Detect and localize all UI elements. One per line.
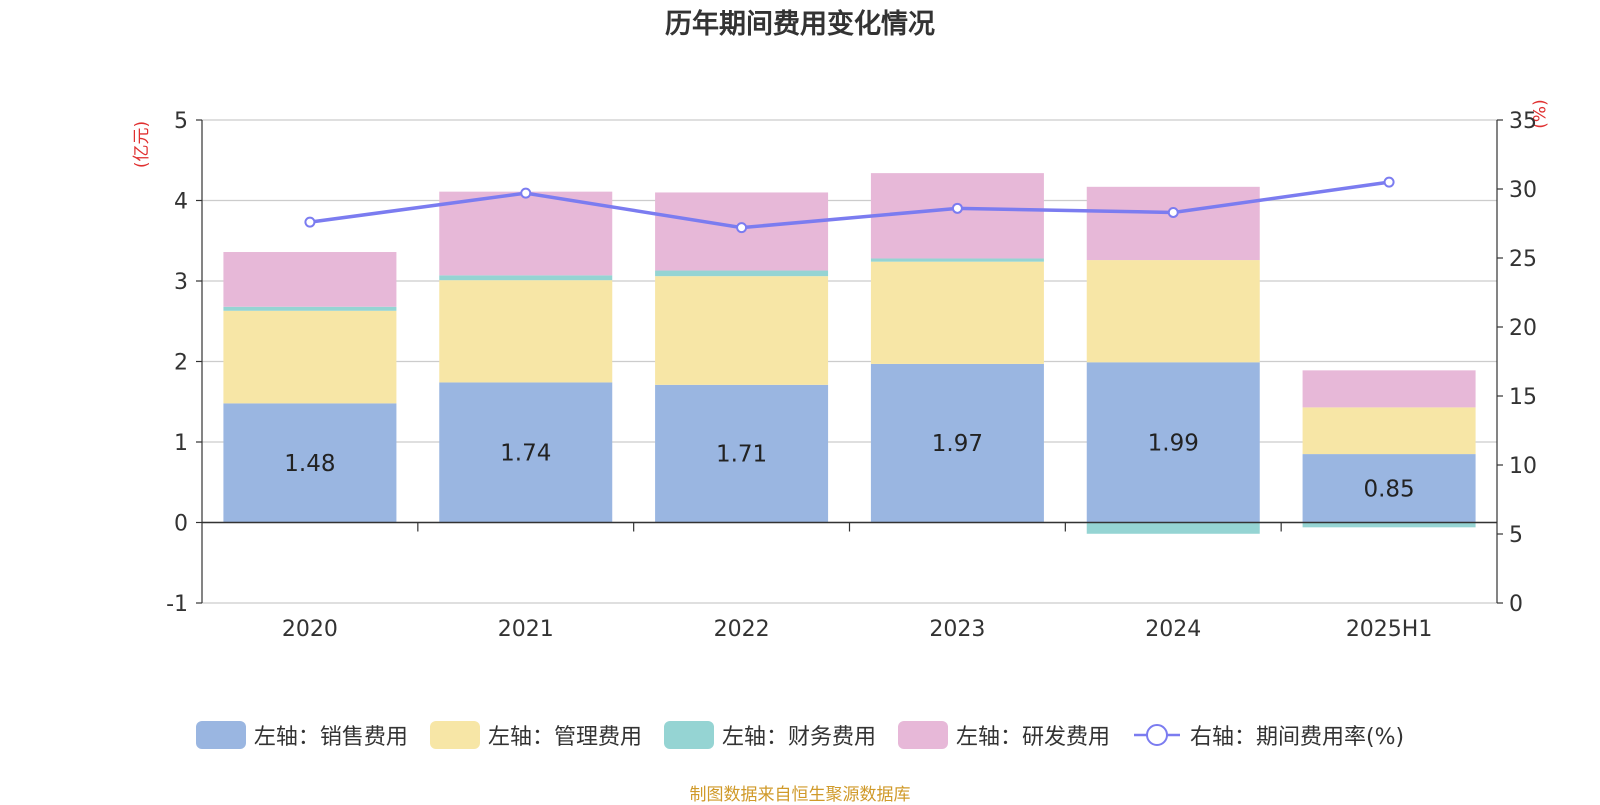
legend-label: 左轴：销售费用 [253, 725, 408, 750]
legend-swatch [663, 721, 714, 749]
left-axis-tick-label: 3 [174, 270, 188, 295]
bar-segment [1302, 407, 1476, 455]
bar-value-label: 1.97 [932, 431, 983, 457]
bar-segment [439, 280, 613, 383]
legend-line-marker-icon [1133, 724, 1180, 746]
left-axis-tick-label: 1 [174, 431, 188, 456]
x-axis-category-label: 2021 [498, 617, 554, 642]
bar-segment [1086, 522, 1260, 534]
legend-item[interactable]: 左轴：管理费用 [429, 719, 642, 751]
rate-point [951, 202, 963, 214]
rate-point [736, 222, 748, 234]
rate-point [1167, 206, 1179, 218]
legend-item[interactable]: 右轴：期间费用率(%) [1132, 719, 1404, 751]
x-axis-category-label: 2025H1 [1346, 617, 1433, 642]
bar-segment [655, 384, 829, 523]
legend-item[interactable]: 左轴：财务费用 [663, 719, 876, 751]
bar-value-label: 0.85 [1363, 476, 1414, 502]
bar-segment [655, 270, 829, 277]
legend-item[interactable]: 左轴：研发费用 [897, 719, 1110, 751]
right-axis-tick-label: 35 [1509, 109, 1537, 134]
bar-segment [870, 173, 1044, 259]
bar-segment [1086, 362, 1260, 523]
right-axis-tick-label: 10 [1509, 454, 1537, 479]
legend-label: 左轴：财务费用 [721, 725, 876, 750]
bar-segment [1302, 370, 1476, 408]
bar-segment [223, 403, 397, 523]
right-axis-tick-label: 5 [1509, 523, 1523, 548]
rate-point [1383, 176, 1395, 188]
rate-point [304, 216, 316, 228]
left-axis-tick-label: -1 [166, 592, 188, 617]
right-axis-tick-label: 30 [1509, 178, 1537, 203]
bar-value-label: 1.71 [716, 442, 767, 468]
legend-label: 左轴：管理费用 [487, 725, 642, 750]
left-axis-tick-label: 2 [174, 351, 188, 376]
bar-segment [1302, 522, 1476, 528]
rate-point [520, 187, 532, 199]
x-axis-category-label: 2023 [929, 617, 985, 642]
bar-segment [655, 276, 829, 385]
data-source-note: 制图数据来自恒生聚源数据库 [689, 785, 911, 805]
bar-segment [223, 252, 397, 307]
bar-segment [870, 363, 1044, 523]
x-axis-category-label: 2022 [714, 617, 770, 642]
bar-segment [439, 382, 613, 523]
left-axis-tick-label: 4 [174, 190, 188, 215]
bar-segment [223, 310, 397, 404]
right-axis-tick-label: 15 [1509, 385, 1537, 410]
bar-segment [1086, 186, 1260, 261]
legend-swatch [429, 721, 480, 749]
legend-item[interactable]: 左轴：销售费用 [195, 719, 408, 751]
legend: 左轴：销售费用 左轴：管理费用 左轴：财务费用 左轴：研发费用 右轴：期间费用率(%) [0, 719, 1600, 751]
x-axis-category-label: 2020 [282, 617, 338, 642]
bar-segment [870, 258, 1044, 262]
rate-line [309, 180, 1390, 230]
bar-segment [223, 306, 397, 311]
bar-segment [1302, 454, 1476, 523]
left-axis-tick-label: 5 [174, 109, 188, 134]
bar-segment [1086, 260, 1260, 363]
bar-segment [439, 275, 613, 281]
bar-segment [870, 261, 1044, 364]
bar-segment [439, 191, 613, 276]
legend-swatch [195, 721, 246, 749]
chart-title: 历年期间费用变化情况 [665, 9, 935, 40]
legend-label: 右轴：期间费用率(%) [1189, 725, 1405, 750]
legend-swatch [897, 721, 948, 749]
right-axis-tick-label: 25 [1509, 247, 1537, 272]
x-axis-category-label: 2024 [1145, 617, 1201, 642]
right-axis-tick-label: 0 [1509, 592, 1523, 617]
bar-value-label: 1.74 [500, 440, 551, 466]
left-axis-tick-label: 0 [174, 512, 188, 537]
legend-label: 左轴：研发费用 [955, 725, 1110, 750]
right-axis-tick-label: 20 [1509, 316, 1537, 341]
bar-value-label: 1.48 [284, 451, 335, 477]
bar-value-label: 1.99 [1148, 430, 1199, 456]
